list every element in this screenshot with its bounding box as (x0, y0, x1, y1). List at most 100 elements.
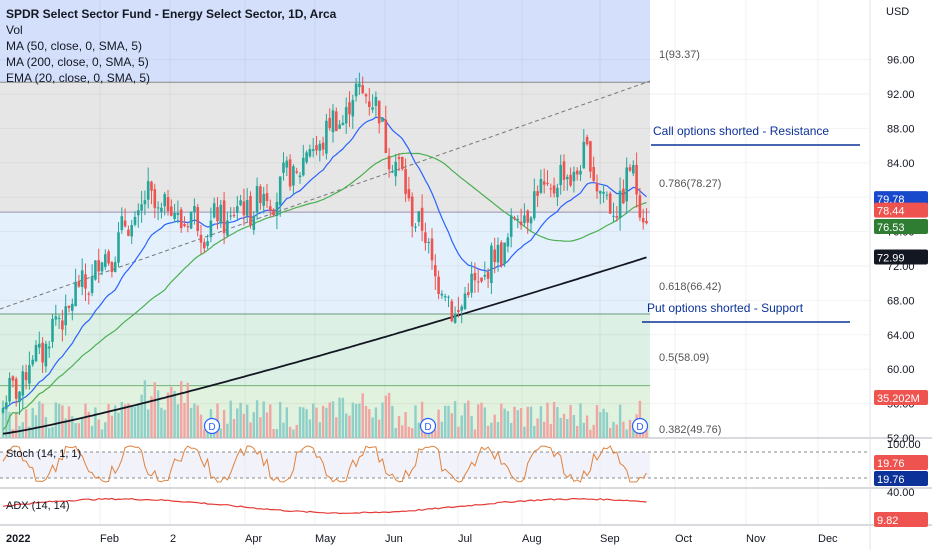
candle-body (457, 310, 460, 312)
candle-body (628, 167, 632, 171)
level-price-tag-bg (874, 191, 928, 207)
candle-body (179, 209, 183, 229)
volume-bar (618, 404, 622, 438)
candle-body (354, 83, 358, 97)
volume-bar (414, 405, 417, 438)
volume-bar (81, 417, 84, 438)
candle-body (127, 229, 130, 236)
candle-body (212, 203, 216, 218)
candle-body (84, 274, 87, 289)
candle-body (24, 372, 28, 381)
volume-bar (500, 403, 503, 438)
candle-body (292, 166, 295, 186)
volume-bar (51, 426, 54, 438)
price-tick-label: 52.00 (887, 433, 915, 445)
volume-bar (391, 405, 394, 438)
volume-bar (117, 412, 120, 438)
volume-bar (292, 429, 295, 438)
candle-body (97, 260, 100, 272)
fib-zone-1-0786 (0, 82, 650, 213)
candle-body (592, 166, 595, 181)
candle-body (575, 170, 579, 175)
candle-body (222, 200, 226, 234)
price-tick-label: 68.00 (887, 295, 915, 307)
ma50-price-tag: 76.53 (877, 222, 905, 234)
candle-body (298, 175, 302, 178)
candle-body (513, 217, 516, 219)
volume-bar (193, 403, 196, 438)
volume-bar (133, 406, 137, 438)
volume-bar (34, 415, 38, 438)
stoch-tick-label: 40.00 (887, 487, 915, 499)
dividend-marker-label: D (208, 422, 215, 433)
volume-bar (331, 401, 335, 438)
candle-body (5, 402, 8, 409)
candle-body (463, 293, 467, 310)
candle-body (546, 182, 549, 184)
volume-bar (242, 413, 246, 438)
candle-body (77, 280, 81, 287)
candle-body (51, 318, 54, 342)
candle-body (437, 276, 440, 295)
volume-bar (180, 381, 183, 438)
volume-bar (556, 407, 559, 438)
candle-body (440, 293, 444, 296)
candle-body (282, 162, 285, 173)
volume-bar (41, 403, 44, 438)
price-tick-label: 60.00 (887, 364, 915, 376)
candle-body (453, 313, 457, 323)
adx-pane-label: ADX (14, 14) (6, 500, 70, 512)
candle-body (94, 260, 97, 280)
candle-body (490, 245, 493, 284)
candle-body (595, 182, 599, 192)
candle-body (542, 181, 546, 185)
candle-body (123, 220, 127, 227)
candle-body (579, 170, 582, 175)
volume-bar (87, 411, 90, 438)
ma50-line (2, 152, 647, 431)
candle-body (470, 273, 473, 293)
candle-body (272, 209, 275, 216)
candle-body (374, 96, 378, 106)
candle-body (44, 343, 48, 367)
candle-body (288, 159, 292, 187)
volume-bar (483, 407, 486, 438)
volume-bar (361, 393, 364, 438)
volume-bar (123, 404, 127, 438)
volume-bar (338, 397, 341, 438)
candle-body (216, 207, 219, 222)
candle-body (589, 141, 592, 172)
candle-body (391, 171, 394, 173)
candle-body (394, 161, 397, 177)
candle-body (120, 216, 124, 231)
candle-body (64, 306, 67, 326)
candle-body (285, 160, 289, 168)
volume-bar (170, 386, 173, 438)
candle-body (137, 210, 140, 216)
volume-bar (84, 403, 87, 438)
candle-body (632, 165, 635, 174)
candle-body (523, 215, 526, 224)
candle-body (552, 185, 556, 194)
volume-bar (199, 414, 203, 438)
volume-bar (536, 418, 539, 438)
candle-body (245, 200, 249, 216)
candle-body (295, 171, 298, 173)
volume-bar (453, 401, 457, 438)
candle-body (424, 232, 427, 244)
volume-bar (378, 419, 381, 438)
volume-bar (582, 422, 585, 438)
volume-bar (345, 413, 348, 438)
candle-body (486, 272, 490, 279)
volume-bar (44, 417, 48, 438)
volume-bar (239, 402, 242, 438)
volume-bar (15, 411, 18, 438)
fib-label-0786: 0.786(78.27) (659, 178, 722, 190)
candle-body (265, 193, 269, 202)
candle-body (407, 189, 411, 199)
volume-bar (328, 402, 331, 438)
volume-bar (625, 429, 628, 438)
volume-bar (305, 409, 308, 438)
candle-body (199, 234, 203, 243)
